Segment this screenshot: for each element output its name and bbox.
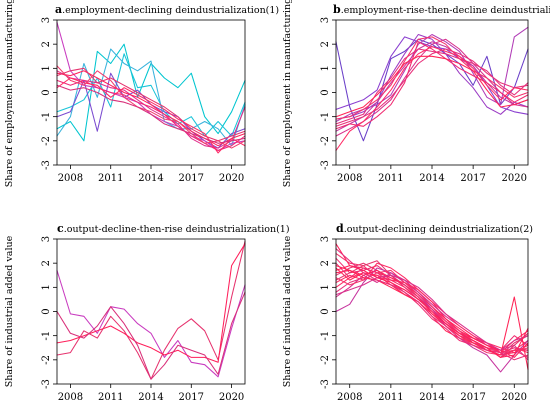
series-line-1	[56, 269, 246, 378]
panel-title-text: .output-declining deindustrialization(2)	[344, 224, 533, 235]
panel-title: c.output-decline-then-rise deindustriali…	[57, 222, 290, 235]
y-tick-label: 1	[320, 65, 331, 71]
series-line-6	[56, 70, 246, 149]
x-tick-label: 2011	[98, 173, 123, 184]
x-tick-label: 2017	[460, 173, 485, 184]
y-tick-label: 2	[41, 41, 52, 47]
x-tick-label: 2008	[337, 173, 362, 184]
y-tick-label: 2	[320, 260, 331, 266]
series-line-14	[335, 265, 529, 371]
series-line-9	[335, 277, 529, 354]
y-tick-label: 1	[320, 284, 331, 290]
series-line-15	[335, 269, 529, 354]
panel-title: d.output-declining deindustrialization(2…	[336, 222, 533, 235]
y-tick-label: 2	[41, 260, 52, 266]
x-tick-label: 2017	[460, 392, 485, 403]
panel-c: c.output-decline-then-rise deindustriali…	[4, 222, 290, 403]
y-tick-label: -2	[320, 355, 331, 365]
y-tick-label: 3	[41, 236, 52, 242]
series-line-12	[335, 55, 529, 118]
y-tick-label: -2	[41, 136, 52, 146]
y-axis-label: Share of industrial added value	[282, 235, 293, 387]
series-line-3	[335, 33, 529, 120]
y-tick-label: 0	[320, 89, 331, 95]
panel-letter: a	[55, 3, 62, 16]
y-tick-label: -1	[320, 331, 331, 341]
x-tick-label: 2011	[378, 392, 403, 403]
series-line-9	[56, 67, 246, 142]
y-tick-label: 0	[41, 89, 52, 95]
x-tick-label: 2017	[179, 392, 204, 403]
y-tick-label: -1	[320, 112, 331, 122]
y-tick-label: -2	[41, 355, 52, 365]
panel-d: d.output-declining deindustrialization(2…	[282, 222, 533, 403]
series-line-1	[335, 243, 529, 354]
x-tick-label: 2020	[219, 173, 244, 184]
panel-letter: b	[333, 3, 341, 16]
panel-a: a.employment-declining deindustrializati…	[4, 0, 279, 187]
panel-title-text: .output-decline-then-rise deindustrializ…	[64, 224, 290, 235]
series-line-18	[335, 265, 529, 358]
y-tick-label: 0	[320, 308, 331, 314]
series-line-11	[335, 48, 529, 127]
y-axis-label: Share of employment in manufacturing	[282, 0, 293, 187]
series-line-8	[335, 41, 529, 130]
y-tick-label: -1	[41, 331, 52, 341]
panel-letter: c	[57, 222, 64, 235]
y-tick-label: -3	[320, 379, 331, 389]
y-tick-label: 2	[320, 41, 331, 47]
y-tick-label: -3	[320, 160, 331, 170]
y-axis-label: Share of employment in manufacturing	[4, 0, 15, 187]
x-tick-label: 2020	[502, 392, 527, 403]
y-tick-label: 1	[41, 65, 52, 71]
panel-title: b.employment-rise-then-decline deindustr…	[333, 3, 550, 16]
x-tick-label: 2011	[378, 173, 403, 184]
y-tick-label: 0	[41, 308, 52, 314]
series-line-13	[335, 272, 529, 354]
series-line-7	[335, 48, 529, 125]
series-line-10	[56, 77, 246, 154]
x-tick-label: 2014	[138, 173, 163, 184]
x-tick-label: 2020	[219, 392, 244, 403]
series-line-6	[335, 38, 529, 137]
series-line-2	[56, 240, 246, 380]
y-tick-label: 3	[41, 17, 52, 23]
panel-title-text: .employment-rise-then-decline deindustri…	[341, 5, 550, 16]
y-tick-label: -1	[41, 112, 52, 122]
y-tick-label: 1	[41, 284, 52, 290]
x-tick-label: 2008	[58, 392, 83, 403]
x-tick-label: 2014	[419, 392, 444, 403]
series-line-11	[335, 262, 529, 358]
y-tick-label: -3	[41, 160, 52, 170]
y-tick-label: 3	[320, 236, 331, 242]
series-line-8	[56, 79, 246, 152]
x-tick-label: 2017	[179, 173, 204, 184]
series-line-17	[335, 248, 529, 361]
y-tick-label: -3	[41, 379, 52, 389]
series-line-9	[335, 46, 529, 152]
series-line-12	[56, 84, 246, 144]
y-tick-label: 3	[320, 17, 331, 23]
panel-letter: d	[336, 222, 344, 235]
series-line-3	[56, 48, 246, 147]
series-line-10	[335, 36, 529, 120]
series-line-3	[56, 243, 246, 363]
series-line-16	[335, 274, 529, 351]
y-axis-label: Share of industrial added value	[4, 235, 15, 387]
x-tick-label: 2008	[58, 173, 83, 184]
panel-b: b.employment-rise-then-decline deindustr…	[282, 0, 550, 187]
y-tick-label: -2	[320, 136, 331, 146]
x-tick-label: 2014	[138, 392, 163, 403]
x-tick-label: 2020	[502, 173, 527, 184]
x-tick-label: 2014	[419, 173, 444, 184]
x-tick-label: 2008	[337, 392, 362, 403]
series-line-1	[56, 43, 246, 142]
x-tick-label: 2011	[98, 392, 123, 403]
panel-title: a.employment-declining deindustrializati…	[55, 3, 279, 16]
panel-title-text: .employment-declining deindustrializatio…	[62, 5, 279, 16]
series-line-5	[335, 41, 529, 132]
series-line-4	[56, 291, 246, 380]
